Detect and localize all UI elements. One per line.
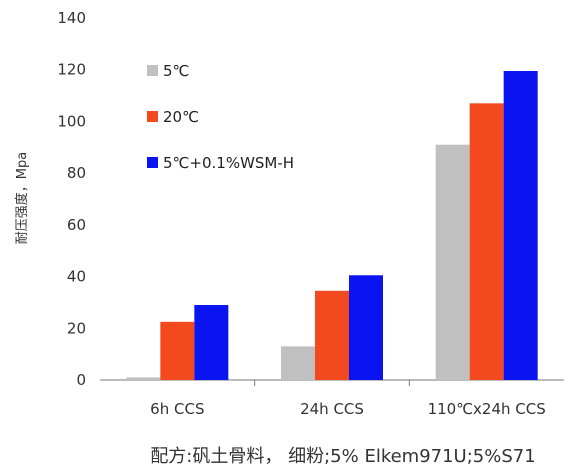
bar [435,144,470,380]
bar [469,103,504,380]
legend-label: 20℃ [163,108,199,126]
legend-swatch [147,65,158,76]
bar [194,305,229,380]
bar [281,346,315,380]
legend-label: 5℃+0.1%WSM-H [163,154,294,172]
bars [126,71,538,380]
legend-swatch [147,157,158,168]
x-tick-label: 110℃x24h CCS [428,400,546,418]
y-tick-label: 0 [76,371,86,389]
y-tick-label: 40 [67,268,86,286]
bar [160,321,195,380]
x-axis: 6h CCS 24h CCS 110℃x24h CCS [150,380,546,418]
y-tick-label: 120 [57,61,86,79]
x-tick-label: 24h CCS [300,400,364,418]
bar [126,377,161,380]
y-axis: 0 20 40 60 80 100 120 140 [57,9,86,389]
legend: 5℃ 20℃ 5℃+0.1%WSM-H [147,62,294,172]
legend-label: 5℃ [163,62,189,80]
legend-swatch [147,111,158,122]
bar [503,71,538,380]
x-tick-label: 6h CCS [150,400,204,418]
y-tick-label: 60 [67,216,86,234]
formula-footnote: 配方:矾土骨料， 细粉;5% Elkem971U;5%S71 [150,446,535,467]
bar [349,275,383,380]
y-axis-title: 耐压强度，Mpa [14,152,30,244]
y-tick-label: 20 [67,319,86,337]
y-tick-label: 140 [57,9,86,27]
y-tick-label: 100 [57,112,86,130]
y-tick-label: 80 [67,164,86,182]
bar [315,290,349,380]
